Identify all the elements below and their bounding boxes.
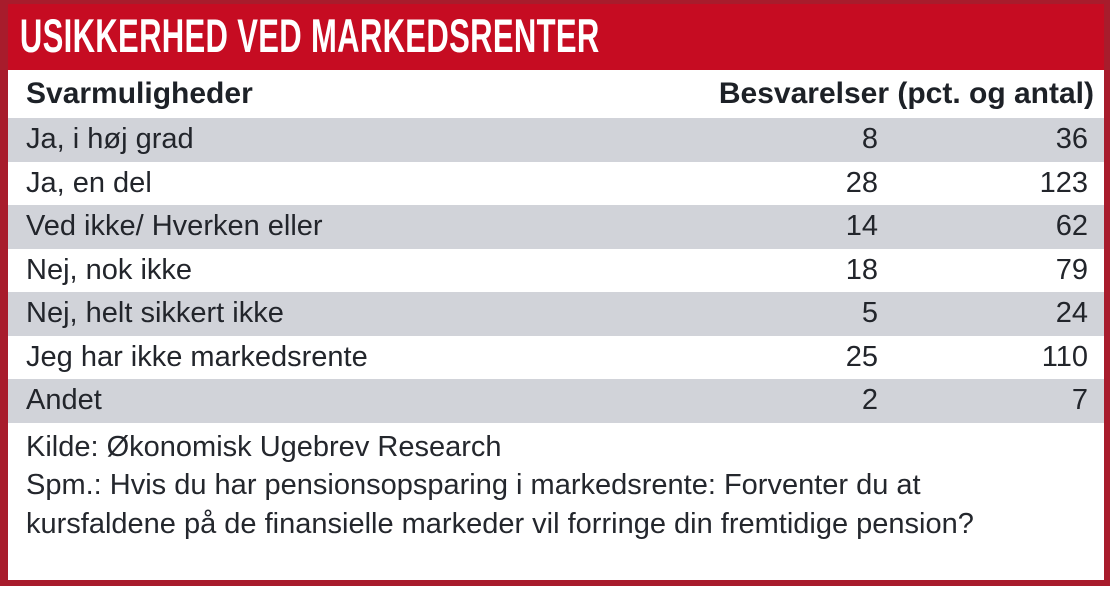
- row-count-value: 62: [1055, 210, 1088, 243]
- table-row: Ja, en del 28 123: [8, 161, 1104, 205]
- row-label: Ved ikke/ Hverken eller: [26, 210, 323, 243]
- table-row: Jeg har ikke markedsrente 25 110: [8, 335, 1104, 379]
- table-row: Andet 2 7: [8, 379, 1104, 423]
- column-header-responses: Besvarelser (pct. og antal): [718, 77, 1094, 110]
- table-body: Ja, i høj grad 8 36 Ja, en del 28 123 Ve…: [8, 118, 1104, 423]
- row-label: Ja, i høj grad: [26, 123, 194, 156]
- row-count-value: 24: [1055, 297, 1088, 330]
- table-row: Ved ikke/ Hverken eller 14 62: [8, 205, 1104, 249]
- row-pct-value: 18: [845, 253, 878, 286]
- survey-question-note: Spm.: Hvis du har pensionsopsparing i ma…: [26, 469, 974, 540]
- column-header-answers: Svarmuligheder: [26, 77, 253, 110]
- row-pct-value: 8: [861, 123, 878, 156]
- row-pct-value: 5: [861, 297, 878, 330]
- table-row: Nej, nok ikke 18 79: [8, 248, 1104, 292]
- source-note: Kilde: Økonomisk Ugebrev Research: [26, 430, 502, 463]
- row-pct-value: 25: [845, 340, 878, 373]
- row-label: Ja, en del: [26, 166, 152, 199]
- row-pct-value: 14: [845, 210, 878, 243]
- row-count-value: 79: [1055, 253, 1088, 286]
- row-count-value: 110: [1041, 340, 1088, 373]
- table-header-row: Svarmuligheder Besvarelser (pct. og anta…: [8, 70, 1104, 118]
- row-label: Andet: [26, 384, 102, 417]
- row-label: Nej, helt sikkert ikke: [26, 297, 284, 330]
- page-title: USIKKERHED VED MARKEDSRENTER: [19, 8, 600, 62]
- row-pct-value: 28: [845, 166, 878, 199]
- row-pct-value: 2: [861, 384, 878, 417]
- row-count-value: 7: [1071, 384, 1088, 417]
- table-row: Nej, helt sikkert ikke 5 24: [8, 292, 1104, 336]
- row-count-value: 36: [1055, 123, 1088, 156]
- row-count-value: 123: [1039, 166, 1088, 199]
- title-bar: USIKKERHED VED MARKEDSRENTER: [8, 4, 1104, 70]
- row-label: Nej, nok ikke: [26, 253, 193, 286]
- row-label: Jeg har ikke markedsrente: [26, 340, 368, 373]
- footer-notes: Kilde: Økonomisk Ugebrev Research Spm.: …: [8, 423, 1104, 581]
- table-row: Ja, i høj grad 8 36: [8, 118, 1104, 162]
